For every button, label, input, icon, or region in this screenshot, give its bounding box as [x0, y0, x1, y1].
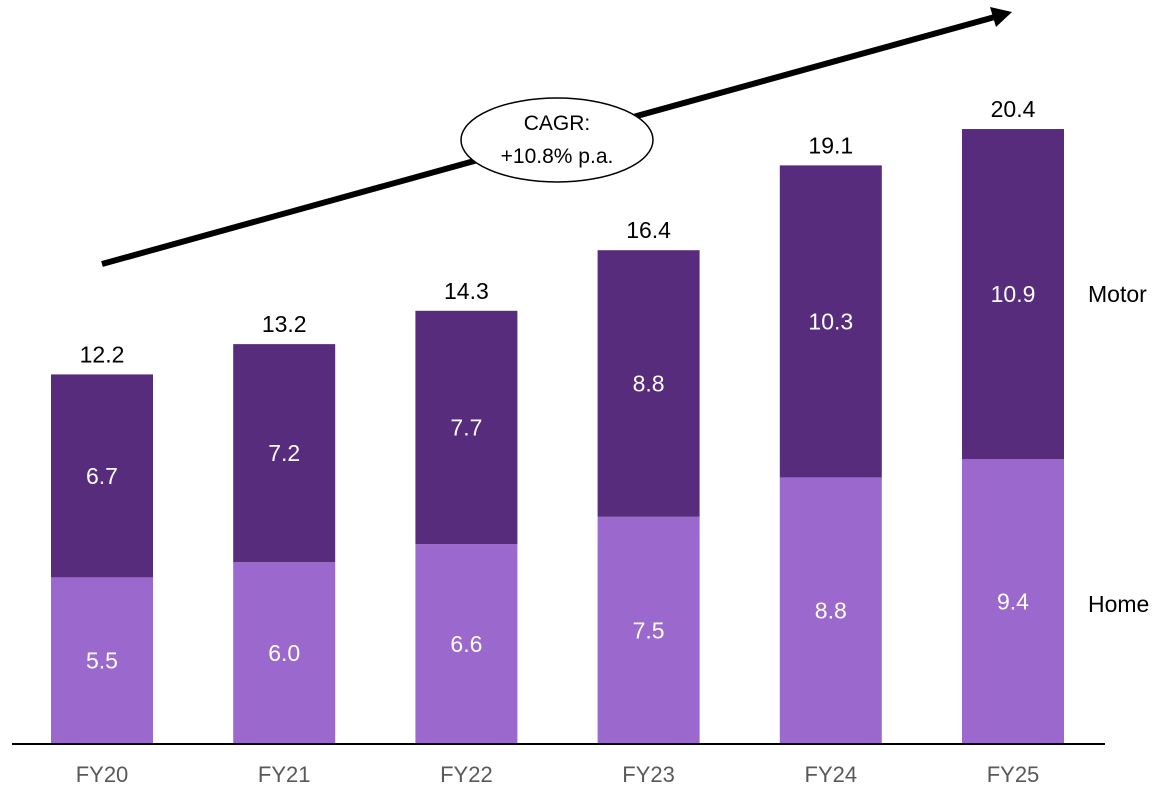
bar-motor-fy21 [233, 344, 336, 563]
x-tick-label-fy23: FY23 [622, 762, 675, 787]
total-label-fy22: 14.3 [444, 278, 489, 304]
value-label-motor-fy21: 7.2 [268, 440, 300, 466]
bars-group [51, 129, 1064, 744]
x-tick-label-fy24: FY24 [805, 762, 858, 787]
bar-motor-fy24 [779, 165, 882, 478]
bar-home-fy24 [779, 477, 882, 744]
cagr-label-line1: CAGR: [524, 112, 591, 135]
value-label-home-fy25: 9.4 [997, 589, 1029, 615]
value-label-motor-fy24: 10.3 [808, 308, 853, 334]
bar-motor-fy23 [597, 250, 700, 517]
bar-home-fy25 [962, 459, 1064, 744]
bar-motor-fy22 [415, 310, 518, 545]
value-label-home-fy23: 7.5 [633, 617, 665, 643]
value-label-home-fy24: 8.8 [815, 598, 847, 624]
bar-home-fy21 [233, 562, 336, 744]
legend-motor: Motor [1088, 281, 1147, 307]
total-label-fy21: 13.2 [262, 311, 307, 337]
value-label-home-fy20: 5.5 [86, 648, 118, 674]
total-label-fy24: 19.1 [808, 132, 853, 158]
total-label-fy25: 20.4 [991, 96, 1036, 122]
value-label-home-fy21: 6.0 [268, 640, 300, 666]
cagr-label-line2: +10.8% p.a. [501, 145, 614, 168]
x-tick-label-fy22: FY22 [440, 762, 493, 787]
value-label-home-fy22: 6.6 [450, 631, 482, 657]
value-label-motor-fy20: 6.7 [86, 463, 118, 489]
bar-motor-fy25 [962, 129, 1064, 460]
bar-home-fy22 [415, 544, 518, 744]
value-label-motor-fy23: 8.8 [633, 371, 665, 397]
bar-home-fy20 [51, 577, 153, 744]
bar-motor-fy20 [51, 374, 153, 578]
legend-home: Home [1088, 591, 1149, 617]
value-label-motor-fy25: 10.9 [991, 281, 1036, 307]
bar-home-fy23 [597, 516, 700, 744]
cagr-annotation: CAGR: +10.8% p.a. [101, 7, 1012, 267]
x-tick-label-fy25: FY25 [987, 762, 1040, 787]
total-label-fy23: 16.4 [626, 217, 671, 243]
x-tick-label-fy21: FY21 [258, 762, 311, 787]
value-label-motor-fy22: 7.7 [450, 414, 482, 440]
cagr-bubble [460, 97, 654, 183]
cagr-arrowhead [990, 7, 1012, 27]
total-label-fy20: 12.2 [80, 341, 125, 367]
x-tick-label-fy20: FY20 [76, 762, 129, 787]
labels-group: 5.5 6.7 12.2 FY20 6.0 7.2 13.2 FY21 6.6 7.7 14.3 FY… [76, 96, 1040, 787]
